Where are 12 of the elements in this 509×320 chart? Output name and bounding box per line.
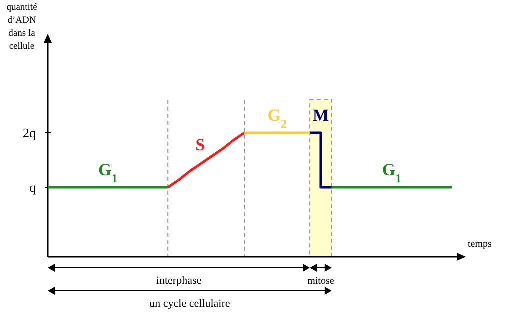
series-label: S — [196, 135, 206, 154]
series-label: M — [312, 106, 329, 125]
text: 2q — [23, 126, 36, 141]
text: mitose — [308, 276, 335, 287]
x-axis-title: temps — [468, 239, 492, 250]
text: interphase — [156, 275, 202, 287]
series-label: G$_{2}$ — [268, 106, 287, 131]
text: un cycle cellulaire — [150, 298, 230, 310]
series-label: G$_{1}$ — [382, 160, 402, 186]
text: q — [30, 180, 36, 196]
series-label: G$_{1}$ — [98, 160, 118, 186]
text: quantité d’ADN dans la cellule — [6, 3, 38, 52]
